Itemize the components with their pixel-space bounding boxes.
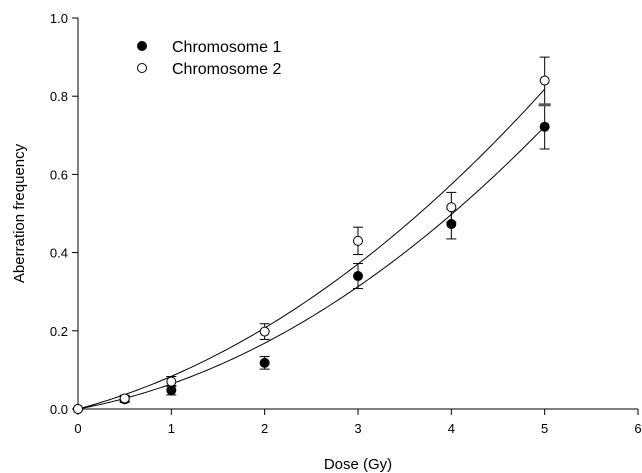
chart-axes <box>77 18 638 410</box>
data-point-chromosome-1 <box>353 271 363 282</box>
data-point-chromosome-2 <box>446 202 457 213</box>
fit-curve <box>77 126 546 410</box>
x-tick-label: 2 <box>261 421 268 436</box>
x-tick-label: 1 <box>168 421 175 436</box>
data-point-chromosome-2 <box>539 75 550 86</box>
y-tick-label: 0.6 <box>50 167 68 182</box>
legend: Chromosome 1 Chromosome 2 <box>137 39 281 78</box>
legend-label: Chromosome 1 <box>172 39 281 56</box>
fit-curve <box>77 88 546 410</box>
y-axis-label: Aberration frequency <box>11 143 28 283</box>
data-point-chromosome-1 <box>539 121 550 132</box>
data-point-chromosome-2 <box>353 235 363 246</box>
x-tick-label: 0 <box>74 421 81 436</box>
x-tick-label: 3 <box>354 421 361 436</box>
data-point-chromosome-2 <box>73 404 83 414</box>
y-tick-label: 0.8 <box>50 89 68 104</box>
legend-marker <box>137 63 147 73</box>
data-points <box>73 56 550 414</box>
fit-curves <box>77 88 546 410</box>
x-tick-label: 4 <box>448 421 455 436</box>
x-tick-label: 6 <box>634 421 641 436</box>
data-point-chromosome-2 <box>119 393 130 404</box>
legend-marker <box>137 41 147 51</box>
y-axis-ticks: 0.0 0.2 0.4 0.6 0.8 1.0 <box>50 11 78 417</box>
data-point-chromosome-2 <box>166 376 177 387</box>
legend-label: Chromosome 2 <box>172 61 281 78</box>
x-axis-ticks: 0 1 2 3 4 5 6 <box>74 409 642 436</box>
data-point-chromosome-1 <box>259 357 270 368</box>
data-point-chromosome-2 <box>259 326 270 337</box>
y-tick-label: 0.2 <box>50 324 68 339</box>
y-tick-label: 1.0 <box>50 11 68 26</box>
x-axis-label: Dose (Gy) <box>324 456 392 473</box>
y-tick-label: 0.4 <box>50 246 68 261</box>
x-tick-label: 5 <box>541 421 548 436</box>
y-tick-label: 0.0 <box>50 402 68 417</box>
